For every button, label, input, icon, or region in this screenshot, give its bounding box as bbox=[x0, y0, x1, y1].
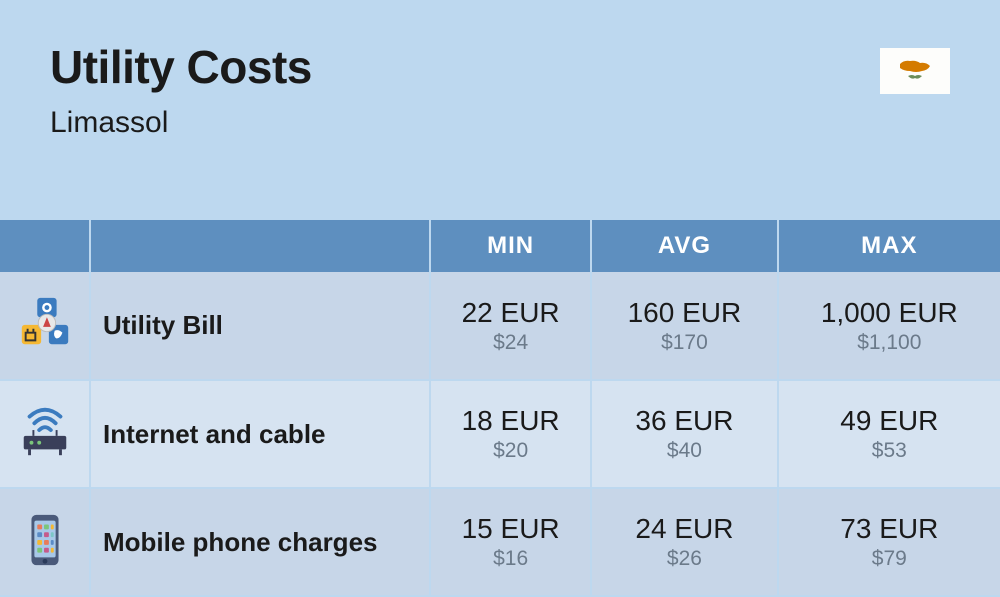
min-usd: $16 bbox=[431, 547, 590, 571]
max-usd: $1,100 bbox=[779, 331, 1000, 355]
icon-cell bbox=[0, 488, 90, 596]
avg-cell: 36 EUR $40 bbox=[591, 380, 777, 488]
page-title: Utility Costs bbox=[50, 40, 950, 94]
max-cell: 49 EUR $53 bbox=[778, 380, 1000, 488]
avg-usd: $170 bbox=[592, 331, 776, 355]
cyprus-flag-icon bbox=[890, 54, 940, 88]
row-label: Internet and cable bbox=[90, 380, 430, 488]
table-row: Internet and cable 18 EUR $20 36 EUR $40… bbox=[0, 380, 1000, 488]
row-label: Utility Bill bbox=[90, 272, 430, 380]
min-cell: 15 EUR $16 bbox=[430, 488, 591, 596]
col-label bbox=[90, 220, 430, 272]
min-eur: 15 EUR bbox=[431, 513, 590, 545]
col-min: MIN bbox=[430, 220, 591, 272]
col-max: MAX bbox=[778, 220, 1000, 272]
avg-usd: $40 bbox=[592, 439, 776, 463]
table-row: Utility Bill 22 EUR $24 160 EUR $170 1,0… bbox=[0, 272, 1000, 380]
avg-eur: 36 EUR bbox=[592, 405, 776, 437]
country-flag bbox=[880, 48, 950, 94]
icon-cell bbox=[0, 380, 90, 488]
max-eur: 49 EUR bbox=[779, 405, 1000, 437]
min-eur: 18 EUR bbox=[431, 405, 590, 437]
col-icon bbox=[0, 220, 90, 272]
icon-cell bbox=[0, 272, 90, 380]
min-usd: $24 bbox=[431, 331, 590, 355]
min-usd: $20 bbox=[431, 439, 590, 463]
max-eur: 1,000 EUR bbox=[779, 297, 1000, 329]
min-cell: 22 EUR $24 bbox=[430, 272, 591, 380]
utility-bill-icon bbox=[16, 294, 74, 352]
internet-cable-icon bbox=[16, 403, 74, 461]
min-cell: 18 EUR $20 bbox=[430, 380, 591, 488]
table-header-row: MIN AVG MAX bbox=[0, 220, 1000, 272]
col-avg: AVG bbox=[591, 220, 777, 272]
min-eur: 22 EUR bbox=[431, 297, 590, 329]
row-label: Mobile phone charges bbox=[90, 488, 430, 596]
max-eur: 73 EUR bbox=[779, 513, 1000, 545]
avg-eur: 24 EUR bbox=[592, 513, 776, 545]
table-row: Mobile phone charges 15 EUR $16 24 EUR $… bbox=[0, 488, 1000, 596]
max-usd: $53 bbox=[779, 439, 1000, 463]
costs-table: MIN AVG MAX Utility Bill bbox=[0, 220, 1000, 597]
page-subtitle: Limassol bbox=[50, 106, 950, 140]
avg-usd: $26 bbox=[592, 547, 776, 571]
max-cell: 73 EUR $79 bbox=[778, 488, 1000, 596]
mobile-phone-icon bbox=[16, 511, 74, 569]
max-cell: 1,000 EUR $1,100 bbox=[778, 272, 1000, 380]
max-usd: $79 bbox=[779, 547, 1000, 571]
avg-cell: 24 EUR $26 bbox=[591, 488, 777, 596]
avg-cell: 160 EUR $170 bbox=[591, 272, 777, 380]
avg-eur: 160 EUR bbox=[592, 297, 776, 329]
header: Utility Costs Limassol bbox=[0, 0, 1000, 220]
